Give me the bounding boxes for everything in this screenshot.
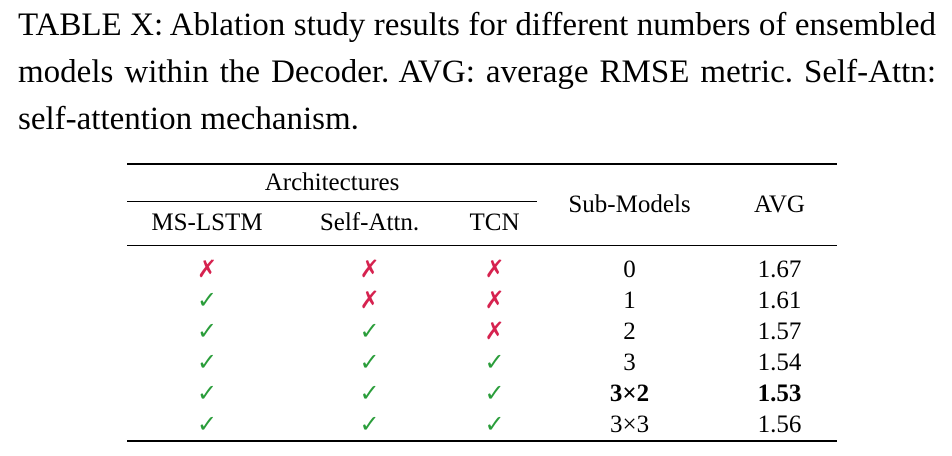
sub-models-value: 3×3 [609,411,650,438]
avg-cell: 1.67 [722,246,837,286]
sub-models-cell: 0 [537,246,722,286]
check-icon: ✓ [196,410,218,438]
cross-icon: ✗ [484,317,505,345]
avg-cell: 1.57 [722,316,837,347]
cross-icon: ✗ [196,255,218,283]
ablation-table: Architectures Sub-Models AVG MS-LSTM Sel… [127,163,838,442]
check-icon: ✓ [196,317,218,345]
sub-models-value: 0 [623,256,636,283]
check-icon: ✓ [359,317,380,345]
table-row: ✓ ✓ ✓ 3×2 1.53 [127,378,837,409]
table-row: ✓ ✓ ✗ 2 1.57 [127,316,837,347]
table-caption: TABLE X: Ablation study results for diff… [18,7,936,137]
architectures-underline [127,201,537,202]
cross-icon: ✗ [359,286,380,314]
header-self-attn: Self-Attn. [287,201,452,246]
avg-value: 1.57 [757,318,802,345]
check-icon: ✓ [359,379,380,407]
sub-models-cell: 3×2 [537,378,722,409]
self-attn-cell: ✓ [287,378,452,409]
table-body: ✗ ✗ ✗ 0 1.67 ✓ ✗ ✗ 1 1.61 ✓ ✓ ✗ 2 1.57 ✓ ✓ ✓ 3 1.54 ✓ ✓ ✓ 3×2 1.… [127,246,838,442]
table-row: ✗ ✗ ✗ 0 1.67 [127,246,837,286]
sub-models-value: 3×2 [609,380,650,407]
header-avg: AVG [722,163,838,246]
self-attn-cell: ✗ [287,285,452,316]
avg-value: 1.53 [757,380,802,407]
table-row: ✓ ✗ ✗ 1 1.61 [127,285,837,316]
sub-models-value: 1 [623,287,636,314]
check-icon: ✓ [484,348,505,376]
ablation-table-container: Architectures Sub-Models AVG MS-LSTM Sel… [127,163,838,442]
ms-lstm-cell: ✓ [127,285,287,316]
check-icon: ✓ [359,410,380,438]
check-icon: ✓ [196,286,218,314]
architectures-group-header: Architectures [127,163,538,201]
avg-value: 1.56 [757,411,802,438]
ms-lstm-cell: ✓ [127,409,287,442]
tcn-cell: ✓ [452,409,538,442]
cross-icon: ✗ [484,255,505,283]
avg-cell: 1.56 [722,409,838,442]
header-tcn: TCN [452,201,538,246]
table-row: ✓ ✓ ✓ 3×3 1.56 [127,409,838,442]
avg-value: 1.61 [757,287,802,314]
cross-icon: ✗ [359,255,380,283]
tcn-cell: ✗ [452,316,537,347]
tcn-cell: ✓ [452,347,537,378]
check-icon: ✓ [196,348,218,376]
avg-cell: 1.61 [722,285,837,316]
self-attn-cell: ✓ [287,316,452,347]
self-attn-cell: ✗ [287,246,452,286]
avg-value: 1.54 [757,349,802,376]
ms-lstm-cell: ✓ [127,378,287,409]
sub-models-cell: 3×3 [537,409,723,442]
sub-models-cell: 2 [537,316,722,347]
check-icon: ✓ [484,379,505,407]
ms-lstm-cell: ✓ [127,347,287,378]
cross-icon: ✗ [484,286,505,314]
sub-models-value: 2 [623,318,636,345]
check-icon: ✓ [196,379,218,407]
self-attn-cell: ✓ [287,347,452,378]
avg-cell: 1.54 [722,347,837,378]
self-attn-cell: ✓ [287,409,452,442]
check-icon: ✓ [484,410,505,438]
sub-models-cell: 3 [537,347,722,378]
check-icon: ✓ [359,348,380,376]
sub-models-cell: 1 [537,285,722,316]
tcn-cell: ✗ [452,246,537,286]
ms-lstm-cell: ✗ [127,246,287,286]
tcn-cell: ✓ [452,378,537,409]
table-row: ✓ ✓ ✓ 3 1.54 [127,347,837,378]
avg-value: 1.67 [757,256,802,283]
ms-lstm-cell: ✓ [127,316,287,347]
tcn-cell: ✗ [452,285,537,316]
sub-models-value: 3 [623,349,636,376]
header-sub-models: Sub-Models [537,163,723,246]
header-ms-lstm: MS-LSTM [127,201,287,246]
avg-cell: 1.53 [722,378,837,409]
